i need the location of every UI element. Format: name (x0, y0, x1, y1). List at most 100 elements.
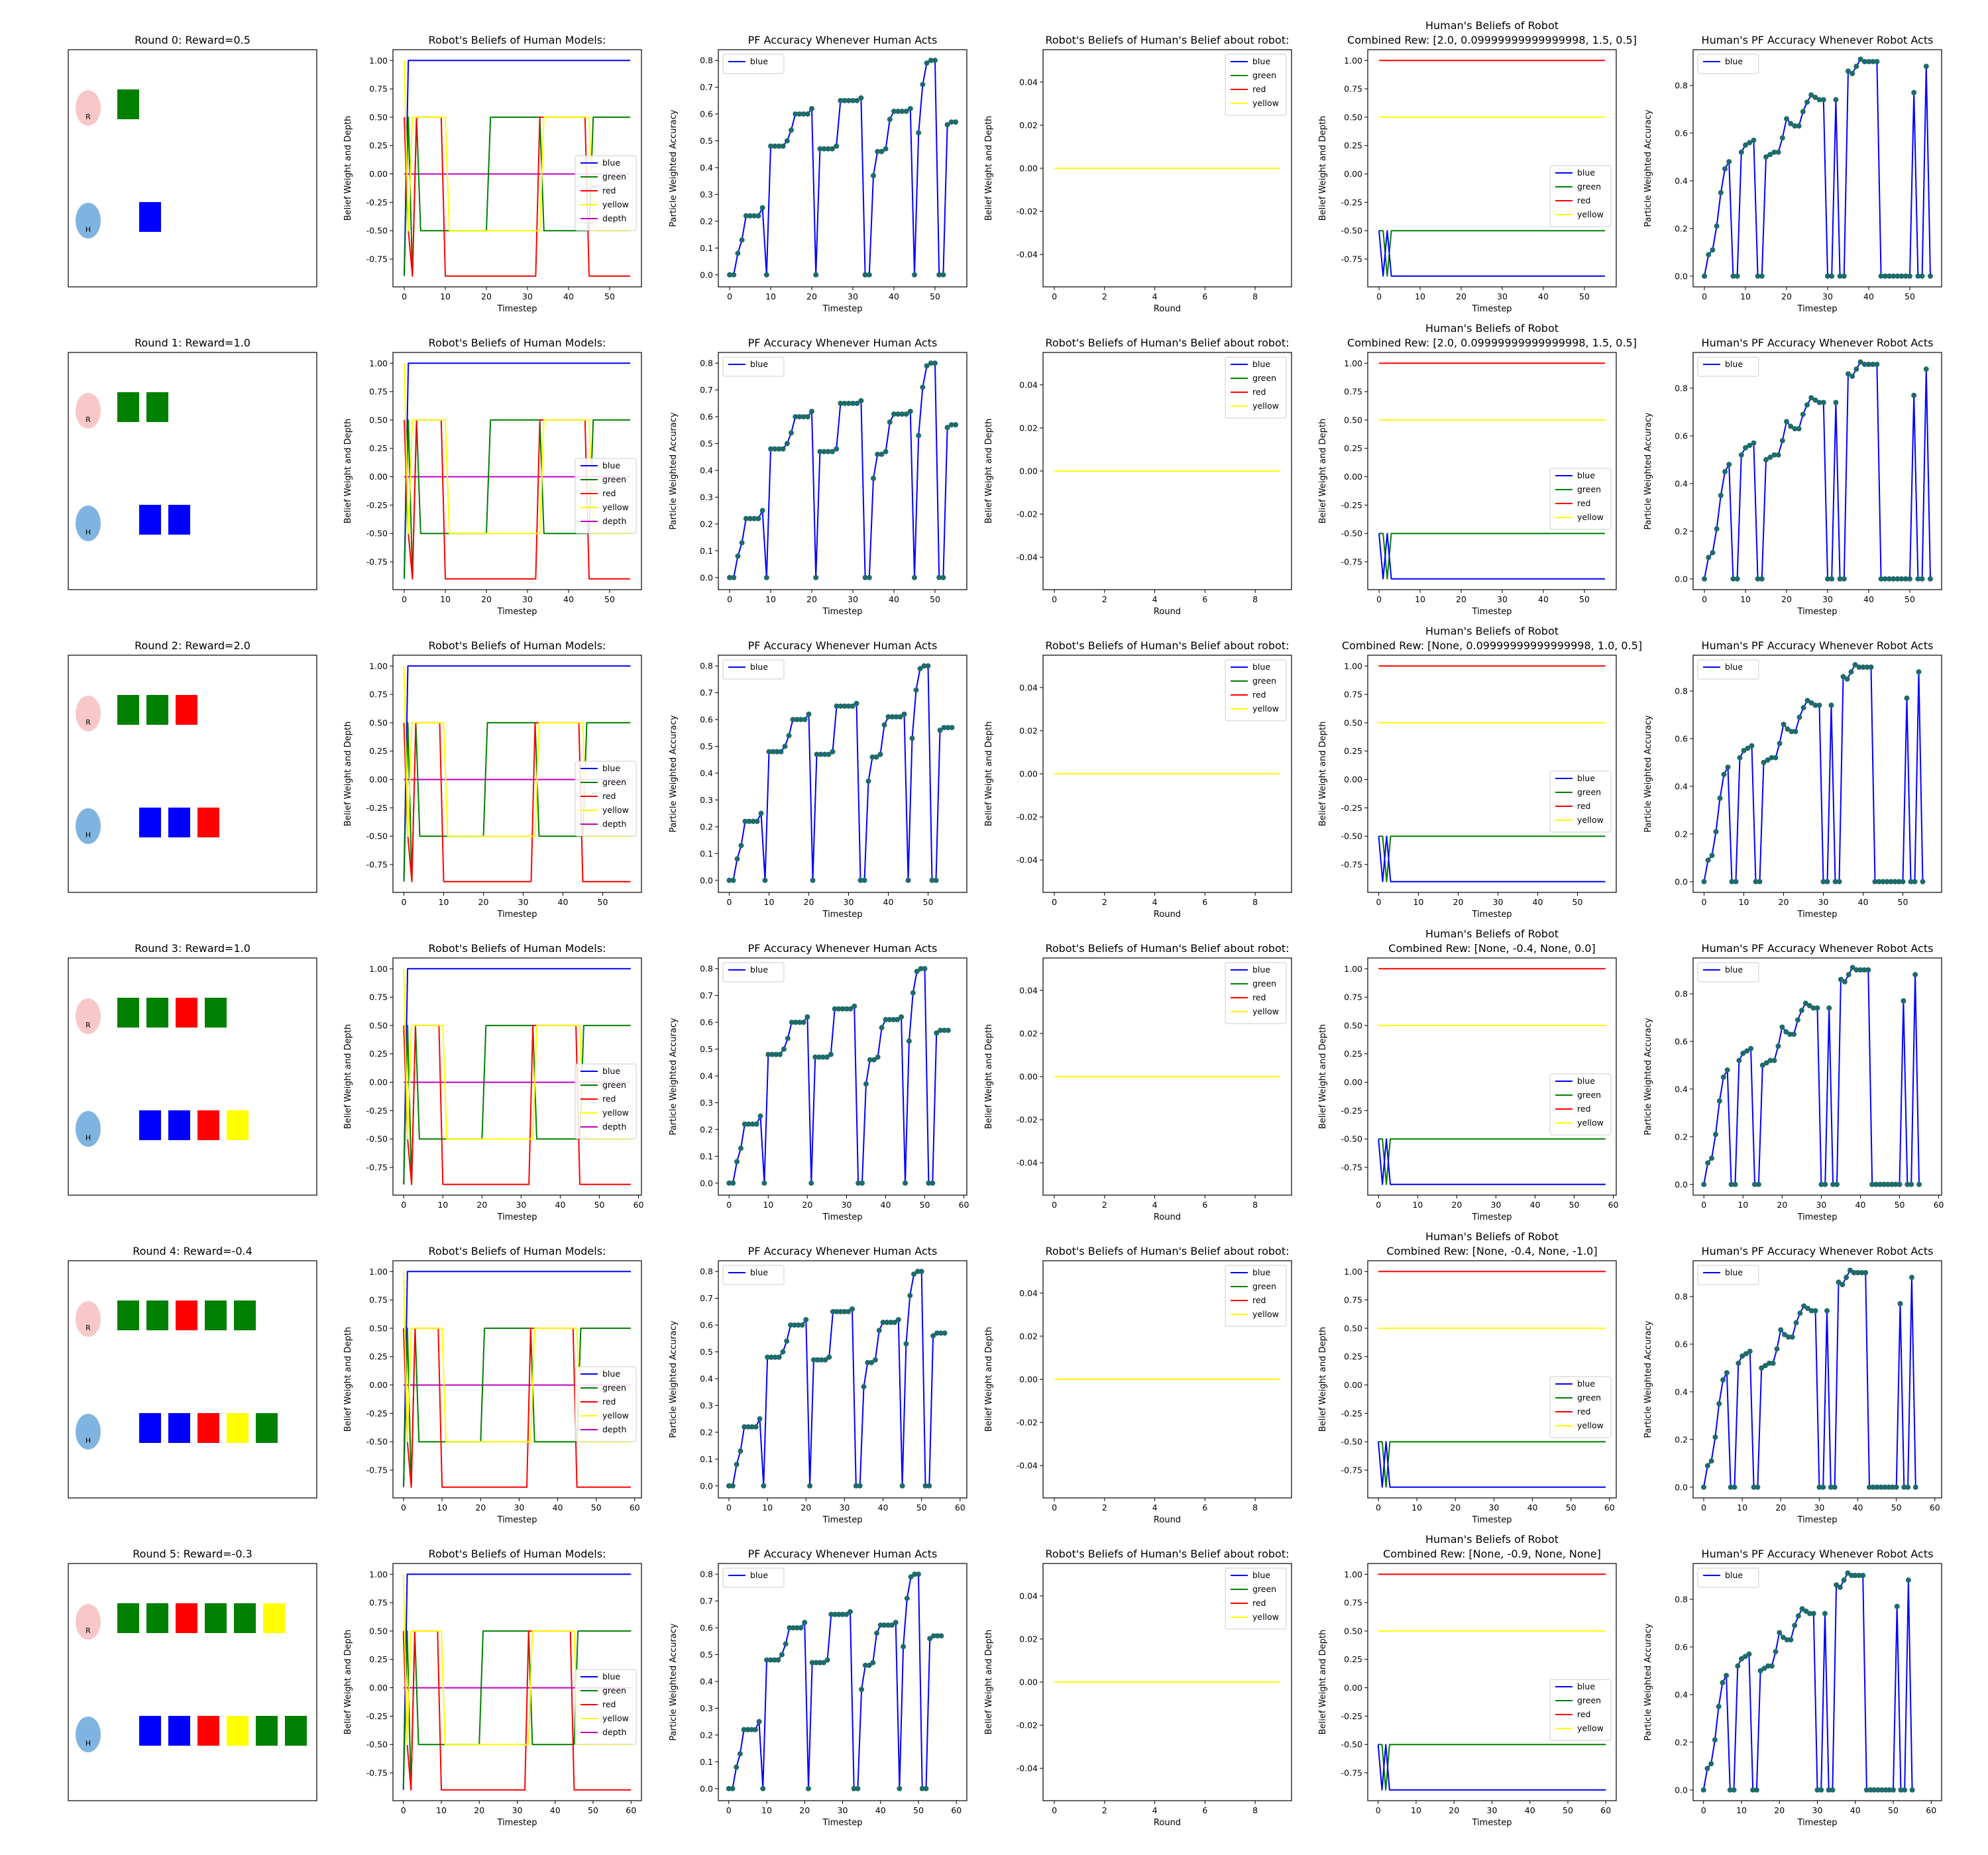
data-point (889, 1622, 895, 1628)
data-point (883, 1017, 889, 1023)
data-point (942, 1330, 948, 1336)
pfr-y-tick-label: 0.6 (1675, 1339, 1688, 1349)
data-point (876, 1328, 882, 1334)
pfr-x-tick-label: 40 (1863, 594, 1874, 604)
series-line-green (1378, 1138, 1606, 1185)
data-point (776, 1354, 782, 1360)
data-point (830, 749, 836, 755)
data-point (836, 1611, 842, 1617)
flat-y-tick-label: -0.02 (1017, 812, 1038, 822)
data-point (854, 700, 859, 706)
flat-y-axis-label: Belief Weight and Depth (984, 1630, 994, 1734)
rbh-x-axis-label: Timestep (497, 910, 537, 920)
hbr-y-tick-label: 0.25 (1344, 443, 1362, 453)
scene-panel-round-5: Round 5: Reward=-0.3 R H (68, 1548, 317, 1801)
chart-title: Human's PF Accuracy Whenever Robot Acts (1702, 34, 1934, 46)
legend-entry-yellow: yellow (602, 502, 629, 512)
scene-frame (68, 655, 317, 893)
data-point (1824, 878, 1830, 884)
chart-subtitle: Combined Rew: [None, 0.09999999999999998… (1342, 639, 1642, 652)
data-point (916, 1571, 922, 1577)
legend-entry-blue: blue (1725, 1570, 1743, 1580)
rbh-x-tick-label: 10 (437, 1200, 448, 1210)
data-point (899, 411, 905, 417)
legend-entry-blue: blue (1252, 359, 1270, 369)
data-point (818, 1357, 824, 1363)
data-point (1732, 1181, 1738, 1187)
legend-entry-red: red (1577, 1406, 1591, 1416)
rbh-x-tick-label: 10 (440, 292, 451, 301)
legend: blue (1697, 54, 1759, 74)
legend: blue green red yellow (1225, 356, 1287, 419)
data-point (1888, 878, 1894, 884)
legend-entry-blue: blue (602, 763, 620, 773)
flat-x-tick-label: 0 (1052, 897, 1057, 907)
chart-robot-beliefs-human-round-3: Robot's Beliefs of Human Models: 0 10 20 30 4… (343, 942, 644, 1222)
data-point (1757, 1668, 1763, 1673)
data-point (1833, 399, 1839, 405)
data-point (911, 272, 917, 278)
data-point (813, 1660, 819, 1666)
data-point (1865, 58, 1871, 64)
data-point (804, 111, 810, 117)
data-point (1710, 550, 1716, 556)
hbr-y-tick-label: 0.00 (1344, 472, 1362, 482)
series-line-blue (1378, 1138, 1606, 1185)
data-point (1808, 92, 1814, 98)
pfr-y-axis-label: Particle Weighted Accuracy (1643, 1018, 1653, 1135)
pfr-x-tick-label: 10 (1736, 1805, 1747, 1815)
data-point (1896, 878, 1902, 884)
legend-entry-yellow: yellow (1577, 1118, 1604, 1128)
chart-subtitle: Combined Rew: [None, -0.4, None, 0.0] (1388, 942, 1595, 955)
data-point (1903, 576, 1908, 582)
data-point (1874, 58, 1880, 64)
data-point (1796, 714, 1802, 720)
robot-agent: R (76, 998, 101, 1034)
hbr-y-tick-label: 0.50 (1344, 415, 1362, 425)
pfr-x-tick-label: 20 (1774, 1805, 1785, 1815)
data-point (891, 109, 897, 115)
data-point (780, 143, 786, 149)
chart-human-beliefs-robot-round-4: Human's Beliefs of Robot Combined Rew: [N… (1318, 1230, 1617, 1525)
rbh-y-tick-label: -0.50 (366, 831, 388, 841)
pfr-y-tick-label: 0.4 (1675, 1387, 1688, 1397)
legend-entry-red: red (1252, 387, 1266, 397)
data-point (1869, 1181, 1875, 1187)
data-point (1791, 1032, 1797, 1037)
rbh-x-tick-label: 50 (588, 1805, 598, 1815)
pfh-y-tick-label: 0.1 (700, 243, 713, 253)
rbh-x-tick-label: 40 (555, 1200, 566, 1210)
pfr-x-tick-label: 30 (1822, 292, 1833, 301)
legend-entry-red: red (602, 1699, 616, 1709)
data-point (1771, 149, 1777, 155)
legend: blue (1697, 1265, 1759, 1285)
chart-title: Human's Beliefs of Robot (1425, 322, 1559, 335)
data-point (1732, 1484, 1738, 1490)
flat-y-tick-label: 0.00 (1019, 1072, 1038, 1082)
data-point (1812, 702, 1818, 708)
data-point (772, 446, 778, 452)
data-point (895, 1017, 901, 1023)
rbh-x-tick-label: 50 (594, 1200, 605, 1210)
chart-title: Robot's Beliefs of Human's Belief about … (1045, 1548, 1289, 1560)
flat-y-axis-label: Belief Weight and Depth (984, 1327, 994, 1432)
legend-entry-blue: blue (1252, 1570, 1270, 1580)
pfh-y-tick-label: 0.7 (700, 385, 713, 395)
data-point (891, 411, 897, 417)
hbr-y-tick-label: 0.50 (1344, 1323, 1362, 1333)
flat-x-tick-label: 6 (1202, 594, 1207, 604)
hbr-y-tick-label: -0.50 (1341, 1740, 1362, 1750)
data-point (1859, 1269, 1865, 1275)
rbh-y-tick-label: 0.75 (369, 992, 388, 1002)
data-point (1796, 123, 1802, 129)
hbr-y-axis-label: Belief Weight and Depth (1318, 1327, 1328, 1432)
robot-block-green (146, 392, 168, 422)
legend-entry-green: green (1252, 70, 1276, 80)
data-point (1837, 273, 1843, 279)
plot-frame (1042, 1260, 1292, 1499)
pfh-x-tick-label: 10 (761, 1805, 772, 1815)
robot-block-green (205, 998, 227, 1028)
rbh-y-tick-label: 0.25 (369, 140, 388, 150)
data-point (1731, 1787, 1737, 1793)
data-point (739, 540, 745, 546)
